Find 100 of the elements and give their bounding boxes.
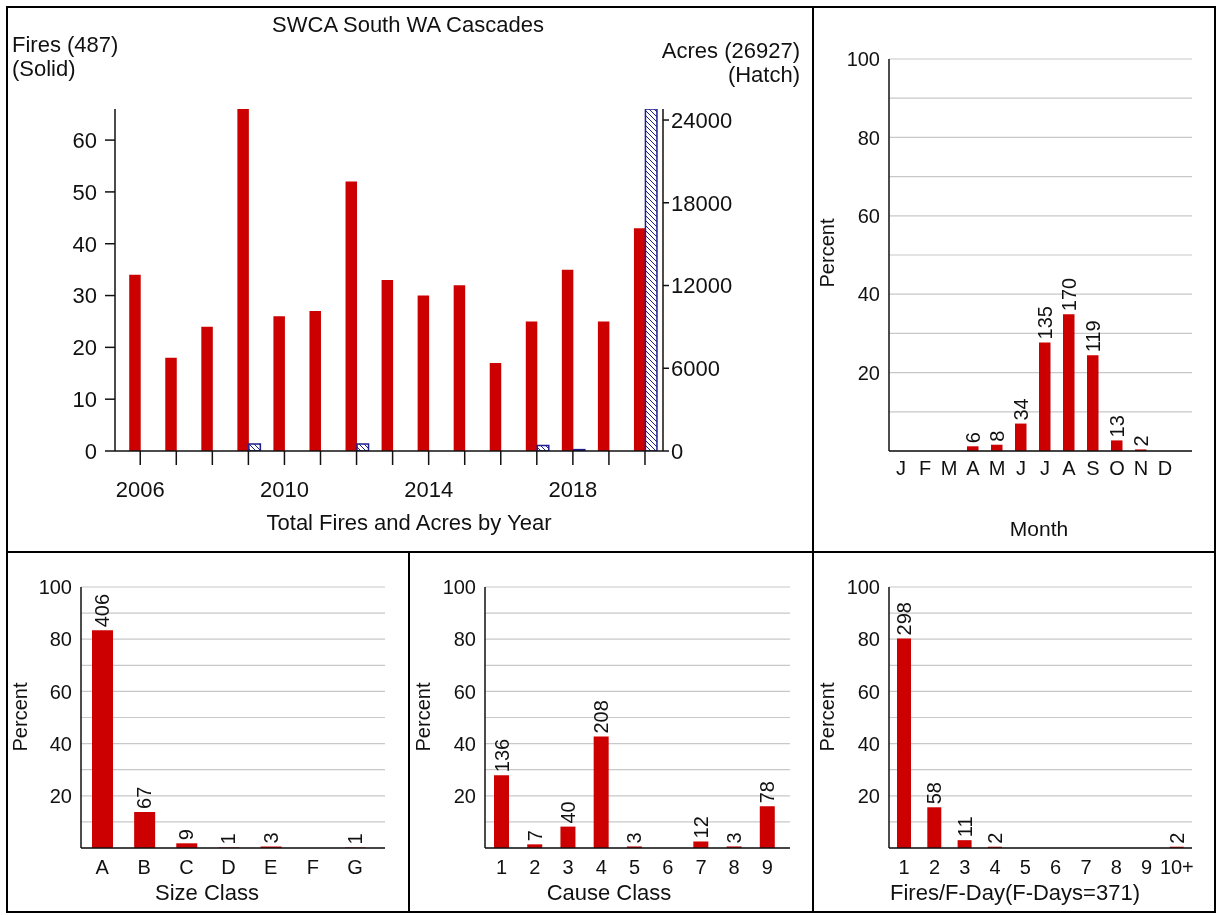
x-tick-label: 6	[662, 856, 674, 879]
annotation: 135	[1034, 306, 1056, 340]
annotation: 298	[893, 602, 916, 636]
y2-tick-label: 24000	[671, 107, 733, 133]
x-tick-label: 1	[496, 856, 508, 879]
y2-axis-title: Acres (26927) (Hatch)	[661, 38, 800, 87]
x-tick-label: 3	[562, 856, 574, 879]
y-tick-label: 100	[38, 576, 72, 599]
y-axis-title: Fires (487) (Solid)	[12, 32, 119, 81]
annotation: 40	[557, 801, 580, 824]
y-tick-label: 60	[453, 680, 476, 703]
y-tick-label: 40	[857, 283, 880, 306]
y-axis-title: Percent	[9, 682, 31, 752]
y-tick-label: 20	[453, 784, 476, 807]
x-tick-label: O	[1109, 457, 1125, 480]
annotation: 2	[984, 832, 1007, 844]
x-tick-label: D	[1157, 457, 1173, 480]
y-tick-label: 0	[84, 438, 97, 464]
x-tick-label: 2	[928, 856, 941, 879]
x-tick-label: N	[1133, 457, 1149, 480]
y-tick-label: 80	[453, 628, 476, 651]
annotation: 6	[962, 432, 984, 444]
x-tick-label: 9	[761, 856, 773, 879]
x-tick-label: 5	[628, 856, 641, 879]
x-tick-label: J	[1040, 457, 1050, 480]
x-tick-label: 2018	[548, 476, 598, 502]
x-tick-label: S	[1086, 457, 1100, 480]
y-tick-label: 60	[857, 204, 880, 227]
y-tick-label: 60	[49, 680, 72, 703]
y-tick-label: 100	[846, 576, 880, 599]
annotation: 34	[1010, 398, 1032, 421]
annotation: 58	[923, 782, 946, 805]
y-tick-label: 80	[49, 628, 72, 651]
y2-tick-label: 18000	[671, 190, 733, 216]
annotation: 3	[259, 832, 282, 844]
y-tick-label: 30	[72, 283, 97, 309]
x-tick-label: G	[347, 856, 363, 879]
x-tick-label: 1	[898, 856, 910, 879]
y-tick-label: 100	[442, 576, 476, 599]
annotation: 1	[343, 833, 366, 845]
annotation: 78	[756, 780, 779, 804]
x-tick-label: 10+	[1159, 856, 1194, 879]
x-tick-label: 7	[695, 856, 707, 879]
x-tick-label: E	[263, 856, 278, 879]
annotation: 3	[623, 832, 646, 844]
x-tick-label: J	[896, 457, 906, 480]
x-tick-label: F	[306, 856, 319, 879]
x-tick-label: C	[179, 856, 194, 879]
annotation: 13	[1106, 415, 1128, 438]
x-tick-label: A	[1062, 457, 1077, 480]
y-tick-label: 60	[857, 680, 880, 703]
y2-tick-label: 12000	[671, 273, 733, 299]
x-tick-label: 2006	[115, 476, 165, 502]
y-tick-label: 80	[857, 628, 880, 651]
x-axis-title: Total Fires and Acres by Year	[266, 510, 552, 535]
y-tick-label: 60	[72, 127, 97, 153]
annotation: 3	[723, 832, 746, 844]
annotation: 2	[1130, 435, 1152, 447]
y-tick-label: 40	[49, 732, 72, 755]
y-tick-label: 20	[857, 361, 880, 384]
x-tick-label: M	[988, 457, 1006, 480]
y-tick-label: 40	[857, 732, 880, 755]
x-axis-title: Month	[1009, 516, 1069, 540]
x-tick-label: 9	[1140, 856, 1153, 879]
annotation: 12	[689, 816, 712, 839]
y-tick-label: 10	[72, 386, 97, 412]
y-tick-label: 20	[857, 784, 880, 807]
annotation: 208	[590, 700, 613, 734]
x-tick-label: 7	[1080, 856, 1092, 879]
x-tick-label: M	[940, 457, 958, 480]
annotation: 119	[1082, 320, 1104, 353]
x-tick-label: 6	[1050, 856, 1062, 879]
annotation: 136	[490, 738, 513, 773]
x-tick-label: 2010	[259, 476, 309, 502]
y-tick-label: 20	[49, 784, 72, 807]
annotation: 8	[986, 430, 1008, 442]
y-axis-title: Percent	[816, 682, 838, 752]
x-tick-label: 8	[728, 856, 740, 879]
y-tick-label: 50	[72, 179, 97, 205]
x-tick-label: 5	[1019, 856, 1031, 879]
x-tick-label: F	[918, 457, 932, 480]
annotation: 67	[133, 786, 156, 809]
annotation: 170	[1058, 277, 1080, 312]
x-tick-label: B	[137, 856, 151, 879]
y-tick-label: 100	[846, 48, 880, 71]
x-tick-label: 3	[959, 856, 971, 879]
x-axis-title: Size Class	[155, 880, 259, 905]
annotation: 9	[175, 829, 198, 841]
x-tick-label: 8	[1110, 856, 1122, 879]
y-axis-title: Percent	[412, 682, 434, 752]
y2-tick-label: 6000	[671, 356, 720, 382]
annotation: 406	[91, 593, 114, 628]
x-tick-label: 2	[529, 856, 541, 879]
annotation: 11	[953, 816, 976, 838]
y-tick-label: 40	[72, 231, 97, 257]
x-tick-label: D	[221, 856, 236, 879]
x-tick-label: 2014	[404, 476, 454, 502]
y-tick-label: 80	[857, 126, 880, 149]
x-tick-label: 4	[595, 856, 607, 879]
y-tick-label: 20	[72, 335, 97, 361]
